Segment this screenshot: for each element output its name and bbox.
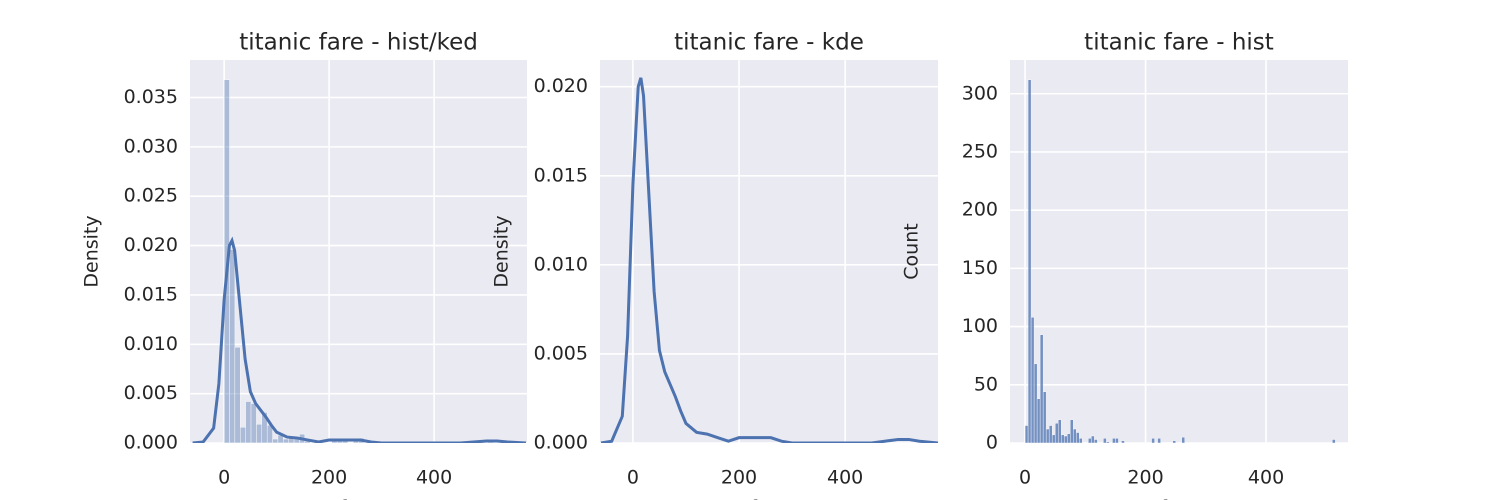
bar bbox=[1115, 438, 1119, 443]
bar bbox=[1030, 317, 1035, 443]
chart-title: titanic fare - kde bbox=[674, 30, 864, 56]
plot-area bbox=[192, 79, 527, 443]
x-axis-label: fare bbox=[1160, 497, 1197, 500]
y-tick-label: 250 bbox=[962, 140, 998, 162]
y-tick-label: 150 bbox=[962, 257, 998, 279]
plot-area bbox=[1024, 79, 1336, 443]
y-tick-label: 0.015 bbox=[534, 164, 588, 186]
bar bbox=[1079, 438, 1083, 443]
bar bbox=[234, 347, 241, 443]
bar bbox=[272, 438, 279, 443]
y-tick-label: 0.000 bbox=[534, 432, 588, 454]
y-tick-label: 100 bbox=[962, 315, 998, 337]
bar bbox=[1103, 438, 1107, 443]
bar bbox=[1181, 436, 1185, 443]
x-tick-label: 400 bbox=[827, 467, 863, 489]
bar bbox=[1042, 391, 1047, 443]
bar bbox=[245, 401, 252, 443]
x-axis-label: fare bbox=[340, 497, 377, 500]
bar bbox=[1112, 438, 1116, 443]
y-tick-label: 0.025 bbox=[124, 185, 178, 207]
y-tick-label: 0.005 bbox=[534, 342, 588, 364]
y-tick-label: 50 bbox=[974, 373, 998, 395]
bar bbox=[1033, 363, 1038, 443]
bar bbox=[1094, 439, 1098, 443]
density-line bbox=[192, 236, 527, 443]
bar bbox=[1073, 428, 1077, 443]
bar bbox=[1067, 433, 1071, 443]
y-tick-label: 0.020 bbox=[124, 234, 178, 256]
bar bbox=[1064, 435, 1068, 443]
chart-title: titanic fare - hist bbox=[1084, 30, 1274, 56]
y-tick-label: 0.035 bbox=[124, 86, 178, 108]
x-tick-label: 400 bbox=[416, 467, 452, 489]
plot-area bbox=[600, 77, 938, 443]
y-axis-label: Density bbox=[81, 215, 103, 287]
chart-title: titanic fare - hist/ked bbox=[239, 30, 478, 56]
bar bbox=[1027, 79, 1032, 443]
bar bbox=[1088, 438, 1092, 443]
x-tick-label: 200 bbox=[721, 467, 757, 489]
bar bbox=[1048, 425, 1053, 443]
subplot: 0 200 400 0 50 100 150 200 250 300 titanic fare - … bbox=[901, 30, 1348, 500]
x-tick-label: 0 bbox=[627, 467, 639, 489]
bar bbox=[1091, 435, 1095, 443]
y-tick-label: 0.010 bbox=[124, 333, 178, 355]
plot-background bbox=[600, 60, 938, 443]
bar bbox=[1024, 425, 1029, 443]
subplot: 0 200 400 0.000 0.005 0.010 0.015 0.020 0.025 0.0… bbox=[81, 30, 527, 500]
y-tick-label: 0.000 bbox=[124, 432, 178, 454]
y-tick-label: 0.030 bbox=[124, 135, 178, 157]
y-tick-label: 0.015 bbox=[124, 283, 178, 305]
bar bbox=[1039, 334, 1044, 443]
plot-background bbox=[1010, 60, 1348, 443]
x-tick-label: 0 bbox=[218, 467, 230, 489]
y-tick-label: 0 bbox=[986, 432, 998, 454]
x-tick-label: 0 bbox=[1019, 467, 1031, 489]
bar bbox=[1057, 419, 1062, 443]
y-axis-label: Density bbox=[491, 215, 513, 287]
bar bbox=[1036, 398, 1041, 443]
bar bbox=[1054, 423, 1059, 443]
y-tick-label: 0.010 bbox=[534, 253, 588, 275]
bar bbox=[1076, 432, 1080, 443]
x-tick-label: 200 bbox=[311, 467, 347, 489]
x-tick-label: 400 bbox=[1248, 467, 1284, 489]
bar bbox=[1061, 434, 1065, 443]
bar bbox=[1106, 441, 1110, 443]
bar bbox=[1045, 428, 1050, 443]
bar bbox=[1172, 440, 1176, 443]
bar bbox=[1051, 434, 1056, 443]
bar bbox=[283, 438, 289, 443]
y-tick-label: 0.020 bbox=[534, 75, 588, 97]
bar bbox=[1070, 419, 1074, 443]
bar bbox=[229, 249, 236, 443]
bar bbox=[250, 403, 257, 443]
plot-background bbox=[190, 60, 527, 443]
y-tick-label: 200 bbox=[962, 199, 998, 221]
bar bbox=[1121, 440, 1125, 443]
y-axis-label: Count bbox=[901, 223, 923, 279]
y-tick-label: 0.005 bbox=[124, 382, 178, 404]
bar bbox=[256, 424, 262, 443]
x-axis-label: fare bbox=[750, 497, 787, 500]
subplot: 0 200 400 0.000 0.005 0.010 0.015 0.020 titanic … bbox=[491, 30, 938, 500]
bar bbox=[1332, 439, 1336, 443]
density-line bbox=[600, 77, 938, 443]
y-tick-label: 300 bbox=[962, 82, 998, 104]
bar bbox=[240, 427, 246, 443]
x-tick-label: 200 bbox=[1127, 467, 1163, 489]
bar bbox=[1151, 438, 1155, 443]
bar bbox=[1157, 438, 1161, 443]
